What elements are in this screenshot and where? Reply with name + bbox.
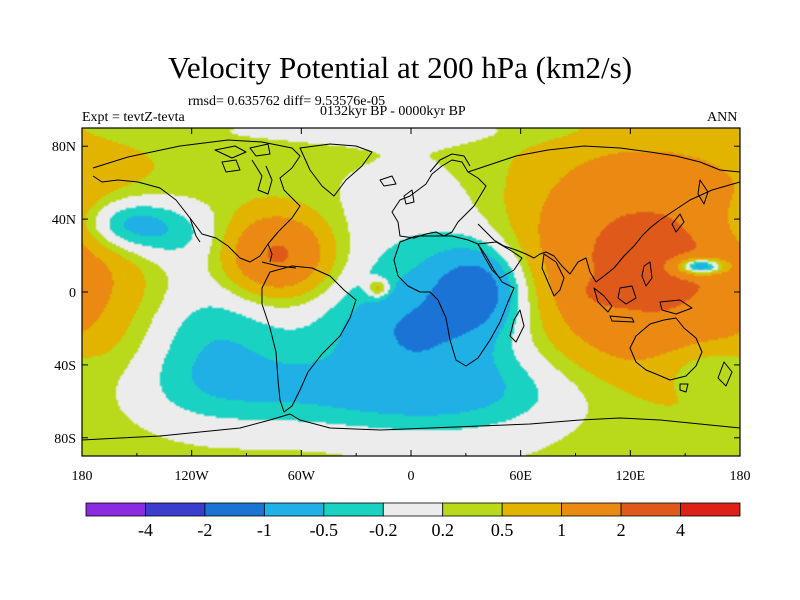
coastline-british-isles (403, 189, 415, 205)
coastline-antarctica (82, 413, 740, 441)
coastline-greenland (299, 143, 373, 197)
coastline-india (541, 253, 565, 297)
coastline-japan (671, 213, 685, 233)
colorbar-swatch (501, 502, 563, 517)
coastline-borneo (617, 285, 637, 305)
x-tick-label: 60E (509, 469, 532, 484)
season-label: ANN (707, 110, 738, 125)
x-tick-label: 180 (72, 469, 93, 484)
coastline-sumatra (593, 287, 613, 313)
period-label: 0132kyr BP - 0000kyr BP (320, 104, 466, 119)
coastline-tasmania (679, 383, 689, 393)
colorbar-label: 0.5 (491, 520, 514, 540)
coastline-australia (629, 317, 703, 381)
colorbar-label: 0.2 (431, 520, 454, 540)
coastline-florida (267, 243, 273, 263)
colorbar-swatch (323, 502, 384, 517)
colorbar-label: 4 (676, 520, 685, 540)
coastline-caribbean (261, 261, 297, 269)
y-tick-label: 80N (52, 140, 76, 155)
x-tick-label: 120W (175, 469, 210, 484)
colorbar: -4 -2 -1 -0.5 -0.2 0.2 0.5 1 2 4 (85, 502, 741, 540)
coastline-arabian-peninsula (477, 241, 523, 279)
coastline-europe (391, 159, 487, 239)
y-tick-label: 40S (54, 359, 76, 374)
coastline-philippines (641, 261, 653, 287)
coastline-africa (393, 235, 515, 367)
stats-label: rmsd= 0.635762 diff= 9.53576e-05 (188, 94, 386, 109)
coastline-iceland (379, 175, 397, 187)
coastline-asia (467, 145, 740, 283)
y-tick-label: 0 (69, 286, 76, 301)
axes: 180 120W 60W 0 60E 120E 180 80N 40N 0 40S 80S (52, 128, 751, 484)
coastline-baja (189, 217, 201, 243)
colorbar-swatch (145, 502, 206, 517)
x-tick-label: 0 (408, 469, 415, 484)
coastline-madagascar (509, 309, 525, 343)
colorbar-swatch (204, 502, 265, 517)
coastline-hudson-bay (251, 159, 273, 195)
experiment-label: Expt = tevtZ-tevta (82, 110, 185, 125)
colorbar-swatch (620, 502, 681, 517)
colorbar-label: 1 (557, 520, 566, 540)
chart-title: Velocity Potential at 200 hPa (km2/s) (167, 50, 633, 85)
y-tick-label: 80S (54, 432, 76, 447)
colorbar-swatch (382, 502, 444, 517)
colorbar-swatch (85, 502, 146, 517)
colorbar-label: 2 (617, 520, 626, 540)
colorbar-swatch (442, 502, 503, 517)
colorbar-label: -4 (138, 520, 153, 540)
colorbar-label: -0.2 (369, 520, 398, 540)
colorbar-swatch (680, 502, 741, 517)
x-tick-label: 180 (730, 469, 751, 484)
coastline-java (609, 315, 635, 323)
colorbar-label: -0.5 (310, 520, 339, 540)
x-tick-label: 120E (616, 469, 646, 484)
coastline-arctic-islands (214, 143, 271, 173)
colorbar-label: -2 (197, 520, 212, 540)
y-tick-label: 40N (52, 213, 76, 228)
colorbar-swatch (561, 502, 622, 517)
contour-field (82, 128, 740, 456)
coastline-new-zealand (717, 361, 733, 387)
coastline-new-guinea (659, 299, 693, 315)
coastline-scandinavia (429, 153, 471, 173)
coastline-kamchatka (697, 179, 709, 205)
colorbar-swatch (263, 502, 325, 517)
coastline-south-america (261, 265, 357, 413)
colorbar-label: -1 (257, 520, 272, 540)
coastlines (82, 139, 740, 441)
x-tick-label: 60W (288, 469, 316, 484)
